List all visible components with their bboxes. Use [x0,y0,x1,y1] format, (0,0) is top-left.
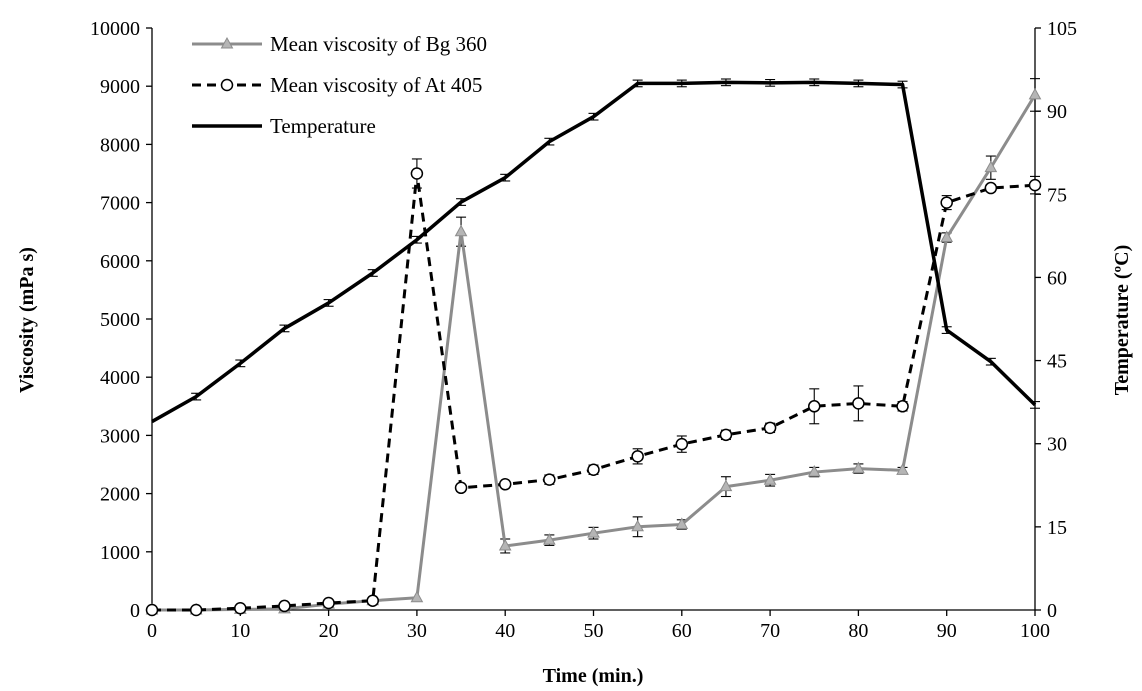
y-tick-label: 4000 [100,367,140,389]
circle-marker [189,603,203,617]
y2-tick-label: 45 [1047,351,1067,373]
triangle-marker [631,519,644,532]
y-tick-label: 0 [130,600,140,622]
x-tick-label: 0 [147,620,157,642]
y-tick-label: 1000 [100,542,140,564]
y2-axis-title: Temperature (ºC) [1111,245,1133,395]
circle-marker [220,78,234,92]
axes: 0 10 20 30 40 50 60 70 80 90 100010002000300040005… [90,18,1077,642]
y2-tick-label: 15 [1047,517,1067,539]
y2-tick-label: 0 [1047,600,1057,622]
y2-tick-label: 75 [1047,184,1067,206]
circle-marker [278,599,291,613]
legend-label: Temperature [270,114,376,138]
circle-marker [1028,178,1042,192]
circle-marker [145,603,159,617]
y2-tick-label: 90 [1047,101,1067,123]
series-line [152,172,1036,612]
y-tick-label: 7000 [100,193,140,215]
y2-tick-label: 60 [1047,267,1067,289]
triangle-marker [896,463,909,475]
circle-marker [984,181,998,195]
y-tick-label: 2000 [100,484,140,506]
triangle-marker [410,590,424,603]
y-tick-label: 9000 [100,76,140,98]
x-tick-label: 20 [319,620,339,642]
y-tick-label: 10000 [90,18,140,40]
triangle-marker [984,160,998,173]
circle-marker [940,196,953,209]
circle-marker [808,400,821,413]
triangle-marker [852,461,865,474]
triangle-marker [543,533,556,545]
triangle-marker [940,230,954,243]
y-tick-label: 6000 [100,251,140,273]
triangle-marker [498,538,512,551]
series-1 [145,78,1042,615]
x-tick-label: 50 [584,620,604,642]
x-tick-label: 80 [848,620,868,642]
circle-marker [454,481,468,495]
triangle-marker [675,517,689,529]
x-tick-label: 60 [672,620,692,642]
triangle-marker [220,36,234,49]
y-tick-label: 3000 [100,425,140,447]
y-axis-title: Viscosity (mPa s) [16,247,38,393]
x-tick-label: 100 [1020,620,1050,642]
x-tick-label: 90 [937,620,957,642]
x-axis-title: Time (min.) [543,665,644,687]
series-2 [145,158,1042,617]
circle-marker [322,596,335,610]
y2-tick-label: 30 [1047,434,1067,456]
circle-marker [587,463,600,476]
circle-marker [675,437,689,451]
legend: Mean viscosity of Bg 360 Mean viscosity o… [192,32,487,138]
circle-marker [543,473,556,486]
x-tick-label: 10 [230,620,250,642]
circle-marker [410,167,424,180]
triangle-marker [807,465,821,477]
x-tick-label: 70 [760,620,780,642]
y2-tick-label: 105 [1047,18,1077,40]
circle-marker [498,478,512,491]
triangle-marker [587,526,600,538]
y-tick-label: 8000 [100,134,140,156]
series-line [151,80,1037,424]
y-tick-label: 5000 [100,309,140,331]
series-layer [145,78,1042,617]
triangle-marker [1028,87,1042,100]
circle-marker [366,594,379,607]
legend-label: Mean viscosity of Bg 360 [270,32,487,56]
circle-marker [852,397,865,410]
triangle-marker [454,224,468,237]
series-3 [151,78,1040,424]
triangle-marker [719,479,733,492]
legend-label: Mean viscosity of At 405 [270,73,482,97]
circle-marker [234,602,247,615]
x-tick-label: 30 [407,620,427,642]
x-tick-label: 40 [495,620,515,642]
circle-marker [763,421,777,435]
triangle-marker [763,473,777,485]
circle-marker [719,428,733,442]
circle-marker [631,450,644,463]
circle-marker [896,400,909,413]
